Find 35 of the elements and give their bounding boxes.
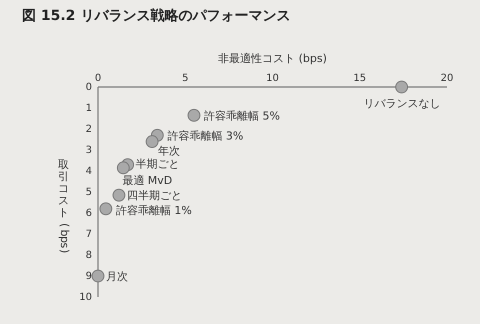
y-tick-label: 6 xyxy=(86,208,92,220)
y-tick-label: 8 xyxy=(86,250,92,262)
y-tick-label: 5 xyxy=(86,187,92,198)
x-tick-label: 20 xyxy=(440,73,454,84)
annotation: 年次 xyxy=(158,144,180,158)
annotation: 許容乖離幅 3% xyxy=(167,129,244,142)
x-tick-label: 10 xyxy=(266,73,279,84)
annotation: 許容乖離幅 5% xyxy=(204,109,280,122)
y-tick-label: 10 xyxy=(79,292,92,304)
annotation: リバランスなし xyxy=(364,97,441,110)
point xyxy=(92,270,104,282)
y-tick-label: 3 xyxy=(86,145,92,156)
y-tick-label: 2 xyxy=(86,124,92,136)
x-tick-label: 5 xyxy=(182,73,188,84)
point xyxy=(112,188,126,202)
point xyxy=(395,80,408,94)
point xyxy=(146,135,159,148)
x-tick-label: 0 xyxy=(94,73,102,84)
chart-title: 図 15.2 リバランス戦略のパフォーマンス xyxy=(22,8,290,24)
y-tick-label: 0 xyxy=(86,82,92,94)
y-tick-label: 1 xyxy=(86,103,92,114)
x-axis-title: 非最適性コスト (bps) xyxy=(218,52,327,65)
text: 取引コスト (bps) xyxy=(58,158,71,254)
annotation: 最適 MvD xyxy=(122,174,172,187)
annotation: 半期ごと xyxy=(136,158,180,171)
annotation: 月次 xyxy=(106,270,128,283)
x-tick-label: 15 xyxy=(353,73,366,84)
annotation: 許容乖離幅 1% xyxy=(116,204,192,217)
point xyxy=(188,108,200,122)
annotation: 四半期ごと xyxy=(126,189,182,202)
point xyxy=(116,161,130,174)
y-tick-label: 9 xyxy=(86,271,92,282)
y-tick-label: 4 xyxy=(86,166,92,178)
point xyxy=(99,202,112,216)
y-tick-label: 7 xyxy=(86,229,92,240)
